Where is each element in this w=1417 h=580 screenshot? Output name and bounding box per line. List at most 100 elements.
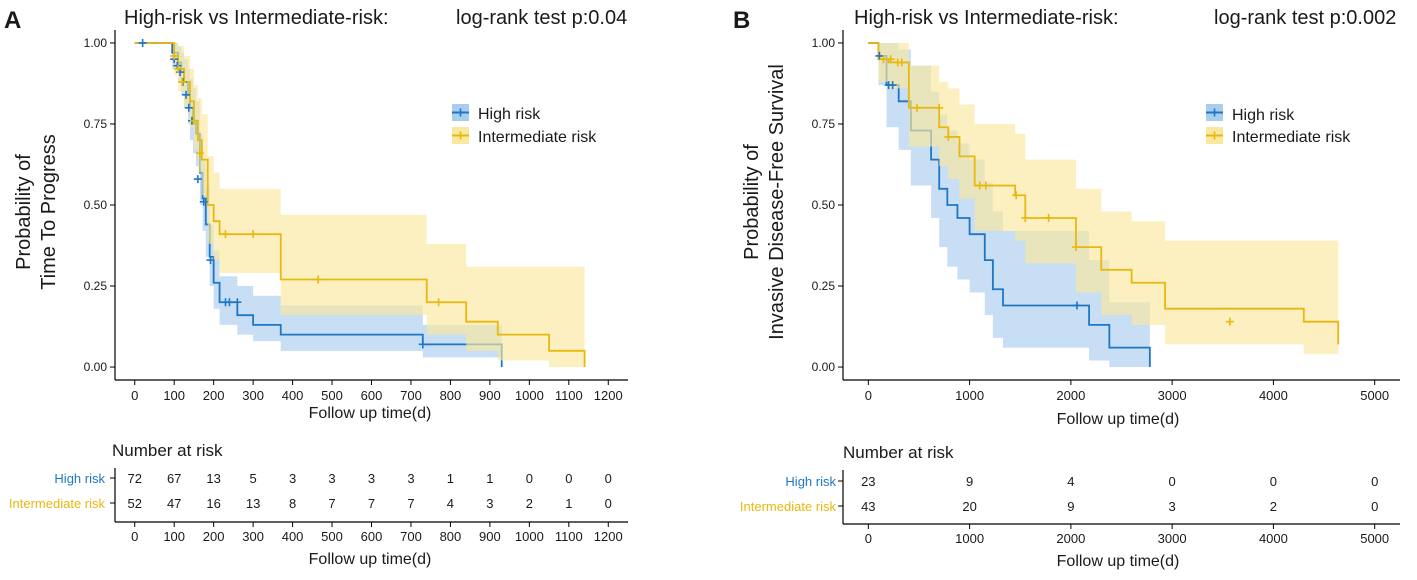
y-tick-label: 0.50 (84, 198, 108, 212)
risk-table-value-high: 3 (328, 471, 335, 486)
risk-table-value-intermediate: 8 (289, 496, 296, 511)
x-tick-label: 3000 (1158, 388, 1187, 403)
chart-title: High-risk vs Intermediate-risk: (854, 7, 1119, 29)
risk-table-value-high: 0 (565, 471, 572, 486)
censor-mark-intermediate (1012, 191, 1021, 200)
risk-table-value-intermediate: 7 (407, 496, 414, 511)
y-tick-label: 1.00 (84, 36, 108, 50)
confidence-band-intermediate (134, 42, 585, 368)
panel-label: A (4, 7, 21, 34)
x-tick-label: 800 (440, 388, 462, 403)
risk-table-value-high: 13 (206, 471, 220, 486)
risk-table-value-high: 0 (1371, 474, 1378, 489)
risk-table-x-tick-label: 100 (163, 529, 185, 544)
risk-table-row-label-intermediate: Intermediate risk (9, 496, 106, 511)
risk-table-value-intermediate: 0 (1371, 499, 1378, 514)
survival-curve-intermediate (868, 42, 1340, 345)
censor-mark-intermediate (178, 77, 187, 86)
censor-mark-high (225, 298, 234, 307)
risk-table-x-tick-label: 4000 (1259, 531, 1288, 546)
risk-table-value-intermediate: 1 (565, 496, 572, 511)
censor-mark-intermediate (189, 116, 198, 125)
x-tick-label: 600 (361, 388, 383, 403)
y-tick-label: 0.75 (84, 117, 108, 131)
y-tick-label: 0.00 (812, 360, 836, 374)
risk-table-value-high: 0 (1169, 474, 1176, 489)
censor-mark-intermediate (879, 55, 888, 64)
censor-mark-intermediate (912, 103, 921, 112)
y-tick-label: 0.00 (84, 360, 108, 374)
panel-label: B (733, 7, 750, 34)
risk-table-x-tick-label: 700 (400, 529, 422, 544)
censor-mark-intermediate (1071, 243, 1080, 252)
censor-mark-intermediate (1044, 213, 1053, 222)
censor-mark-intermediate (221, 230, 230, 239)
censor-mark-high (182, 90, 191, 99)
risk-table-value-intermediate: 7 (368, 496, 375, 511)
x-tick-label: 700 (400, 388, 422, 403)
risk-table-value-high: 0 (1270, 474, 1277, 489)
risk-table-value-intermediate: 7 (328, 496, 335, 511)
risk-table-value-high: 1 (447, 471, 454, 486)
panel-b: B High-risk vs Intermediate-risk: log-ra… (733, 7, 1400, 570)
risk-table-x-tick-label: 900 (479, 529, 501, 544)
risk-table-x-tick-label: 1000 (955, 531, 984, 546)
x-tick-label: 5000 (1360, 388, 1389, 403)
risk-table-x-tick-label: 200 (203, 529, 225, 544)
pvalue-label: log-rank test p:0.04 (456, 7, 627, 29)
risk-table-value-high: 0 (605, 471, 612, 486)
risk-table-value-high: 23 (861, 474, 875, 489)
risk-table-x-tick-label: 400 (282, 529, 304, 544)
risk-table-value-high: 5 (249, 471, 256, 486)
risk-table-row-label-high: High risk (54, 471, 105, 486)
x-tick-label: 0 (865, 388, 872, 403)
risk-table-value-high: 67 (167, 471, 181, 486)
risk-table-value-intermediate: 0 (605, 496, 612, 511)
censor-mark-intermediate (170, 51, 179, 60)
legend-label-high: High risk (1232, 107, 1295, 124)
legend-censor-mark-intermediate (456, 131, 465, 140)
risk-table-value-intermediate: 2 (526, 496, 533, 511)
censor-mark-intermediate (174, 64, 183, 73)
censor-mark-intermediate (1021, 213, 1030, 222)
y-tick-label: 0.75 (812, 117, 836, 131)
censor-mark-intermediate (886, 55, 895, 64)
y-tick-label: 1.00 (812, 36, 836, 50)
y-tick-label: 0.50 (812, 198, 836, 212)
censor-mark-intermediate (897, 58, 906, 67)
pvalue-label: log-rank test p:0.002 (1214, 7, 1396, 29)
x-tick-label: 1100 (555, 388, 583, 403)
censor-mark-high (233, 298, 242, 307)
legend-censor-mark-high (456, 108, 465, 117)
x-tick-label: 2000 (1056, 388, 1085, 403)
risk-table-x-label: Follow up time(d) (309, 551, 432, 568)
risk-table-x-tick-label: 800 (440, 529, 462, 544)
risk-table-title: Number at risk (112, 441, 223, 460)
x-tick-label: 400 (282, 388, 304, 403)
x-axis-label: Follow up time(d) (309, 405, 432, 422)
risk-table-title: Number at risk (843, 443, 954, 462)
y-axis-label-line2: Time To Progress (38, 134, 60, 290)
risk-table-value-intermediate: 9 (1067, 499, 1074, 514)
risk-table-value-high: 0 (526, 471, 533, 486)
chart-title: High-risk vs Intermediate-risk: (124, 7, 389, 29)
x-tick-label: 0 (131, 388, 138, 403)
risk-table-value-intermediate: 47 (167, 496, 181, 511)
censor-mark-intermediate (1225, 317, 1234, 326)
x-tick-label: 1000 (515, 388, 544, 403)
y-tick-label: 0.25 (84, 279, 108, 293)
legend: High risk Intermediate risk (452, 104, 597, 146)
x-tick-label: 500 (321, 388, 343, 403)
x-tick-label: 1200 (594, 388, 623, 403)
legend-label-high: High risk (478, 106, 541, 123)
panel-a: A High-risk vs Intermediate-risk: log-ra… (4, 7, 628, 568)
censor-mark-intermediate (195, 149, 204, 158)
censor-mark-high (199, 197, 208, 206)
censor-mark-intermediate (314, 275, 323, 284)
x-tick-label: 1000 (955, 388, 984, 403)
risk-table-x-tick-label: 500 (321, 529, 343, 544)
risk-table-x-tick-label: 0 (865, 531, 872, 546)
risk-table-x-tick-label: 300 (242, 529, 264, 544)
risk-table-value-high: 4 (1067, 474, 1074, 489)
legend-censor-mark-intermediate (1210, 131, 1219, 140)
